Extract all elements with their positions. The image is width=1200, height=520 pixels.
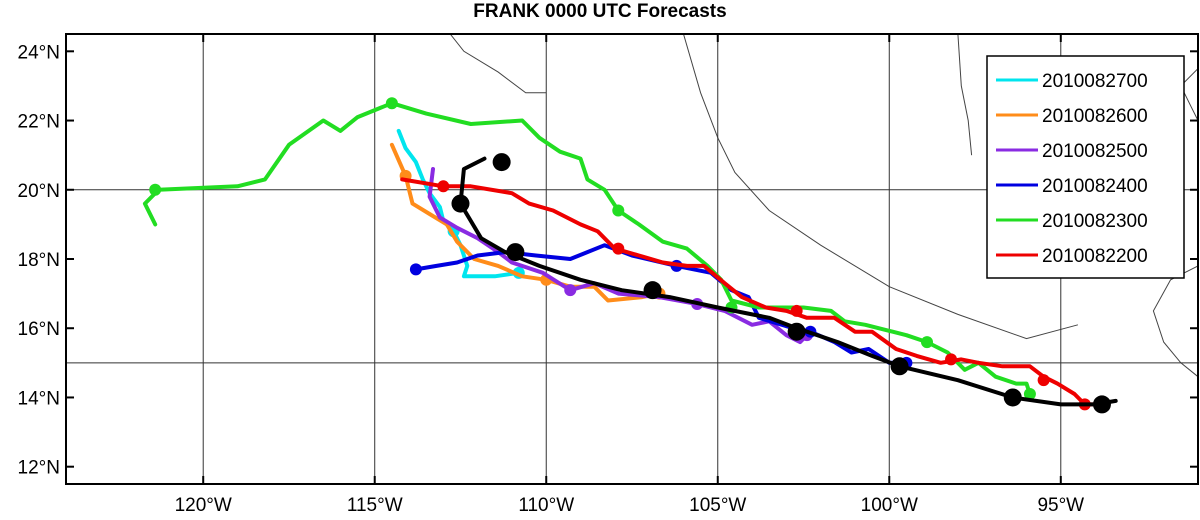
track-point: [1037, 374, 1050, 387]
x-tick-label: 100°W: [861, 495, 918, 516]
coastline-segment: [1152, 265, 1198, 378]
track-point: [149, 183, 162, 196]
legend-label: 2010082300: [1042, 211, 1148, 232]
axes-layer: 120°W 115°W 110°W 105°W 100°W 95°W 12°N 14°N 16°…: [18, 34, 1198, 516]
y-tick-label: 20°N: [18, 181, 60, 202]
track-point: [612, 204, 625, 217]
y-tick-label: 22°N: [18, 112, 60, 133]
track-point: [643, 281, 662, 300]
legend-label: 2010082400: [1042, 176, 1148, 197]
track-point: [1003, 388, 1022, 407]
track-point: [921, 336, 934, 349]
legend-box: [986, 55, 1185, 279]
track-point: [945, 353, 958, 366]
track-observed: [451, 153, 1118, 414]
track-point: [1092, 395, 1111, 414]
track-2010082300: [142, 97, 1036, 400]
coastline-segment: [957, 34, 973, 156]
track-point: [451, 194, 470, 213]
track-line: [142, 101, 1032, 396]
track-point: [385, 97, 398, 110]
legend-label: 2010082700: [1042, 71, 1148, 92]
x-tick-label: 120°W: [175, 495, 232, 516]
track-point: [492, 153, 511, 172]
track-point: [409, 263, 422, 276]
y-tick-label: 16°N: [18, 319, 60, 340]
y-tick-label: 12°N: [18, 458, 60, 479]
track-point: [437, 180, 450, 193]
y-tick-label: 14°N: [18, 388, 60, 409]
track-point: [564, 284, 577, 297]
gridlines-layer: [66, 34, 1198, 484]
track-point: [787, 322, 806, 341]
x-tick-label: 110°W: [518, 495, 574, 516]
track-line: [458, 156, 1118, 407]
coastline-segment: [683, 34, 1079, 340]
legend-label: 2010082200: [1042, 246, 1148, 267]
coastline-layer: [449, 34, 1198, 378]
track-point: [790, 304, 803, 317]
x-tick-label: 95°W: [1037, 495, 1084, 516]
track-2010082200: [400, 177, 1104, 411]
y-tick-label: 24°N: [18, 42, 60, 63]
legend-label: 2010082500: [1042, 141, 1148, 162]
track-point: [506, 243, 525, 262]
legend-label: 2010082600: [1042, 106, 1148, 127]
y-tick-label: 18°N: [18, 250, 60, 271]
legend: 2010082700 2010082600 2010082500 2010082400…: [986, 55, 1185, 279]
track-point: [1023, 388, 1036, 400]
tracks-layer: [142, 97, 1118, 414]
track-line: [389, 142, 662, 303]
chart-title: FRANK 0000 UTC Forecasts: [473, 1, 727, 22]
track-point: [890, 357, 909, 376]
coastline-segment: [1180, 68, 1198, 121]
coastline-segment: [449, 34, 547, 94]
x-tick-label: 115°W: [347, 495, 403, 516]
x-tick-label: 105°W: [689, 495, 746, 516]
track-point: [612, 242, 625, 255]
